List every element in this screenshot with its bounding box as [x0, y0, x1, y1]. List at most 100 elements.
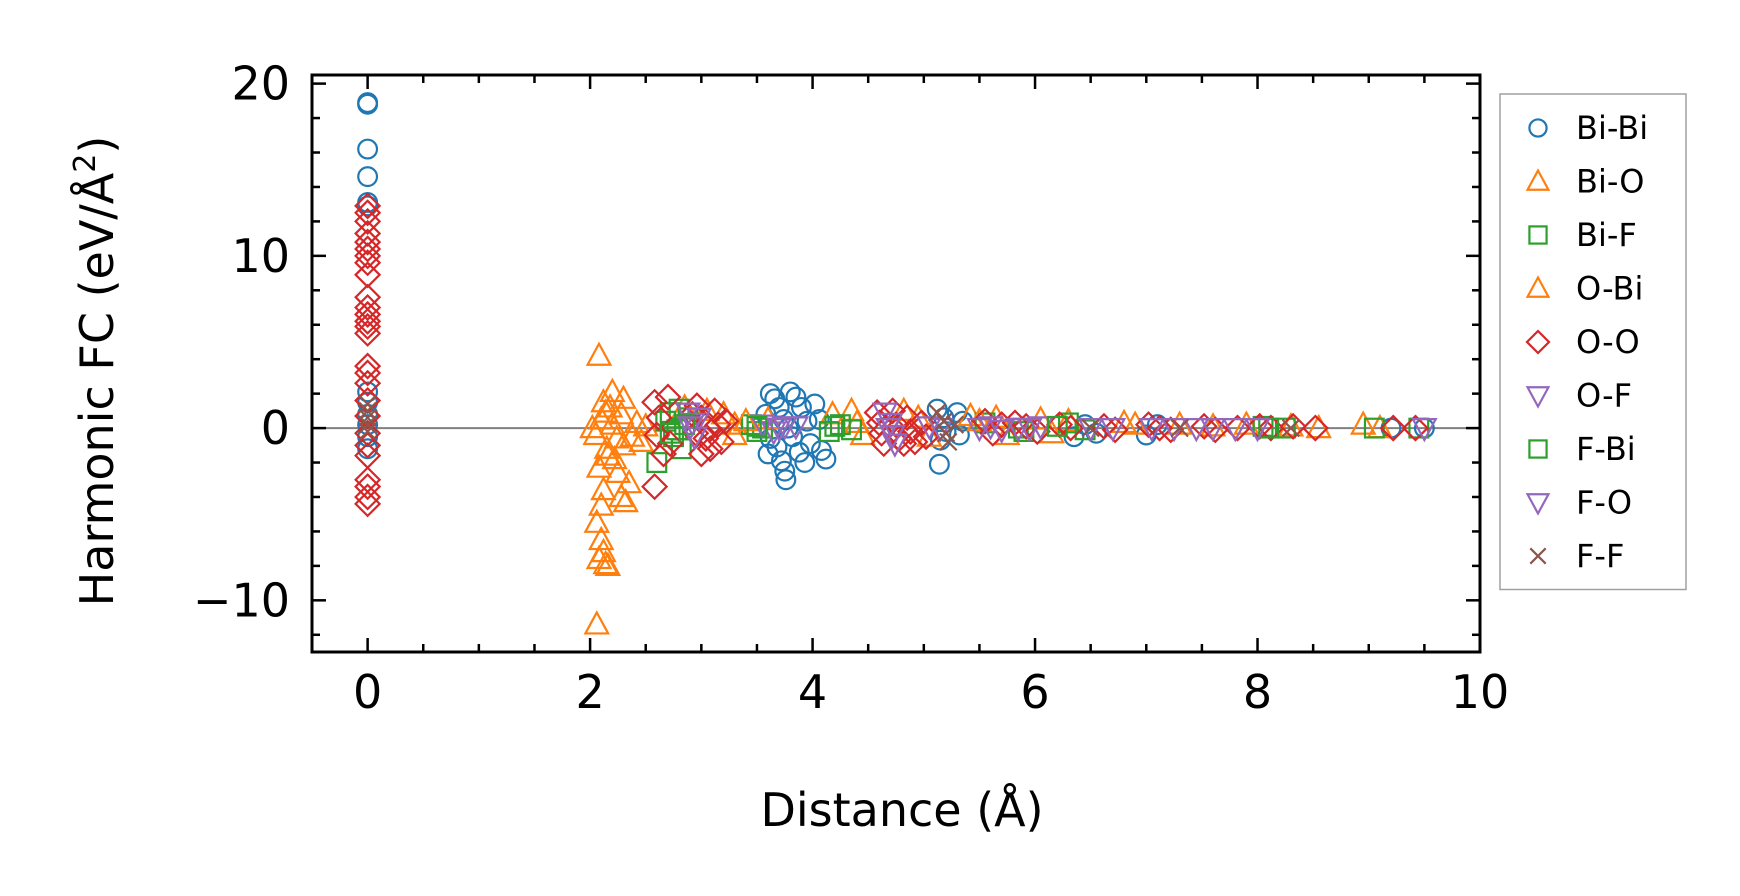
x-tick-label: 8	[1243, 665, 1272, 719]
data-point	[354, 369, 382, 397]
data-point	[1170, 418, 1189, 438]
data-point	[354, 235, 382, 263]
data-point	[879, 397, 907, 425]
data-point	[977, 416, 1004, 441]
data-point	[765, 417, 793, 443]
data-point	[354, 192, 382, 220]
x-axis-label: Distance (Å)	[760, 783, 1043, 837]
data-point	[628, 427, 655, 452]
data-point	[354, 312, 382, 341]
legend-marker	[1528, 225, 1548, 245]
data-point	[988, 419, 1015, 445]
data-point	[1201, 416, 1229, 444]
data-point	[357, 93, 379, 115]
data-point	[799, 433, 821, 455]
data-point	[939, 432, 958, 452]
data-point	[357, 138, 379, 160]
data-point	[1099, 417, 1127, 443]
data-point	[358, 422, 377, 441]
data-point	[670, 438, 692, 460]
data-point	[824, 415, 846, 437]
legend-marker	[1525, 493, 1551, 516]
data-point	[678, 400, 706, 428]
data-point	[901, 428, 929, 456]
axes-frame	[310, 73, 1482, 654]
data-point	[749, 414, 776, 439]
legend-entry: O-F	[1576, 377, 1632, 415]
y-tick-label: 0	[261, 401, 290, 455]
data-point	[1223, 414, 1252, 442]
data-point	[1281, 418, 1301, 438]
axis-ticks: 0 2 4 6 8 10 −10 0 10 20	[193, 57, 1509, 719]
data-point	[1301, 414, 1329, 442]
data-point	[757, 443, 779, 465]
series-f-o	[676, 416, 1271, 443]
data-point	[615, 468, 643, 494]
data-point	[610, 431, 637, 456]
data-point	[354, 249, 382, 277]
x-tick-label: 10	[1451, 665, 1510, 719]
y-tick-label: 20	[231, 57, 290, 111]
data-point	[358, 408, 377, 427]
data-point	[819, 400, 846, 425]
y-axis-label-main: Harmonic FC (eV/Å	[70, 172, 124, 606]
data-point	[687, 440, 715, 468]
data-point	[594, 551, 622, 576]
data-point	[694, 414, 722, 442]
plot-area	[312, 92, 1480, 635]
legend-box	[1499, 93, 1687, 591]
data-point	[829, 414, 851, 436]
data-point	[704, 411, 732, 439]
legend-entry: Bi-O	[1576, 163, 1644, 201]
data-point	[1146, 414, 1174, 442]
data-point	[354, 307, 382, 335]
data-point	[1199, 417, 1227, 443]
data-point	[1411, 417, 1438, 443]
data-point	[721, 420, 748, 446]
data-point	[607, 400, 635, 425]
data-point	[1379, 414, 1407, 442]
data-point	[354, 242, 382, 270]
data-point	[712, 407, 740, 435]
data-point	[1046, 415, 1068, 437]
data-point	[841, 419, 862, 441]
data-point	[1027, 416, 1054, 441]
data-point	[782, 416, 810, 441]
data-point	[583, 508, 611, 533]
data-point	[796, 410, 818, 432]
legend-entry: F-F	[1576, 537, 1624, 575]
data-point	[592, 398, 619, 423]
data-point	[354, 199, 382, 227]
data-point	[912, 423, 940, 451]
x-tick-label: 6	[1020, 665, 1049, 719]
series-o-f	[674, 402, 1438, 458]
data-point	[1121, 410, 1149, 435]
data-point	[354, 219, 382, 248]
data-point	[760, 421, 787, 446]
data-point	[927, 403, 947, 422]
data-point	[1138, 417, 1166, 443]
x-tick-label: 4	[798, 665, 827, 719]
data-point	[881, 433, 909, 458]
legend-marker	[1525, 386, 1551, 409]
data-point	[696, 435, 724, 463]
data-point	[775, 469, 797, 491]
data-point	[654, 383, 682, 411]
data-point	[818, 421, 840, 442]
data-point	[774, 460, 796, 482]
data-point	[1349, 410, 1377, 435]
data-point	[354, 228, 382, 256]
data-point	[732, 406, 760, 432]
data-point	[1081, 418, 1100, 438]
series-f-f	[358, 394, 1301, 452]
legend-marker	[1528, 118, 1548, 138]
data-point	[645, 404, 673, 432]
legend: Bi-Bi Bi-O Bi-F O-Bi O-O O-F F-Bi F-O F-F	[1499, 93, 1687, 591]
data-point	[649, 440, 678, 468]
data-point	[746, 415, 768, 437]
data-point	[641, 388, 669, 416]
data-point	[928, 453, 950, 475]
data-point	[1401, 414, 1430, 442]
data-point	[594, 441, 622, 466]
data-point	[643, 421, 671, 449]
